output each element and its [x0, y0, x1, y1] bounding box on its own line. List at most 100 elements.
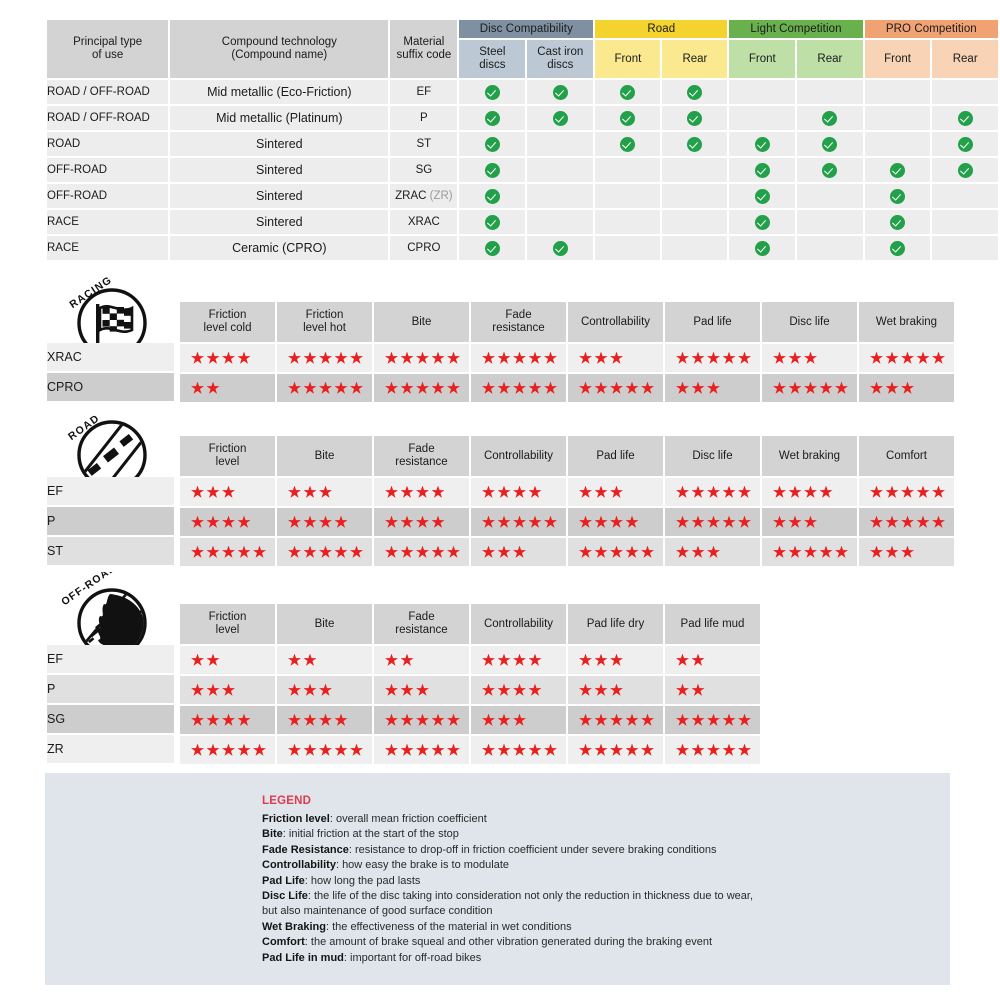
star-icon — [579, 683, 592, 696]
star-icon — [691, 515, 705, 528]
check-icon — [822, 110, 838, 126]
road-table-body — [180, 478, 954, 566]
star-icon — [350, 381, 363, 394]
star-icon — [707, 381, 720, 394]
star-icon — [594, 713, 608, 726]
check-icon — [822, 162, 838, 178]
star-rating — [859, 478, 954, 506]
star-icon — [579, 515, 592, 528]
star-icon — [513, 351, 526, 364]
cell-compound-technology: Mid metallic (Platinum) — [170, 106, 389, 130]
star-icon — [319, 351, 332, 364]
check-icon — [957, 110, 973, 126]
star-icon — [901, 381, 914, 394]
cell-rating-bite — [277, 478, 372, 506]
star-icon — [676, 485, 689, 498]
star-icon — [497, 545, 511, 558]
check-icon — [620, 110, 636, 126]
star-icon — [625, 713, 639, 726]
star-icon — [691, 485, 705, 498]
cell-rating-friction-level-cold — [180, 374, 275, 402]
star-icon — [804, 351, 817, 364]
row-label-zr: ZR — [47, 735, 174, 763]
star-icon — [385, 743, 398, 756]
cell-compatible-no — [595, 210, 661, 234]
cell-rating-pad-life-mud — [665, 646, 760, 674]
cell-rating-disc-life — [762, 374, 857, 402]
racing-badge: RACING — [58, 272, 158, 364]
star-icon — [206, 713, 220, 726]
row-label-ef: EF — [47, 477, 174, 505]
legend-list: Friction level: overall mean friction co… — [262, 812, 950, 966]
cell-compatible-no — [932, 236, 998, 260]
cell-compatible-yes — [459, 210, 526, 234]
cell-rating-bite — [374, 344, 469, 372]
star-rating — [277, 344, 372, 372]
cell-compatible-no — [729, 106, 796, 130]
cell-compatible-yes — [932, 106, 998, 130]
legend-item: Disc Life: the life of the disc taking i… — [262, 890, 754, 903]
star-icon — [416, 683, 429, 696]
column-header-bite: Bite — [277, 436, 372, 476]
star-rating — [180, 676, 275, 704]
star-rating — [180, 538, 275, 566]
cell-principal-type: OFF-ROAD — [47, 158, 169, 182]
star-rating — [859, 344, 954, 372]
row-label-xrac: XRAC — [47, 343, 174, 371]
column-header-friction-level-cold: Friction level cold — [180, 302, 275, 342]
star-icon — [288, 683, 301, 696]
star-icon — [288, 351, 301, 364]
row-label: P — [47, 507, 174, 535]
cell-compatible-yes — [797, 132, 863, 156]
star-icon — [707, 515, 720, 528]
cell-material-suffix-code: CPRO — [390, 236, 458, 260]
star-icon — [528, 485, 542, 498]
star-icon — [303, 515, 317, 528]
cell-compound-technology: Sintered — [170, 184, 389, 208]
star-icon — [303, 743, 317, 756]
racing-header-row: Friction level cold Friction level hot Bite F… — [180, 302, 954, 342]
star-icon — [901, 351, 914, 364]
star-rating — [471, 538, 566, 566]
star-icon — [691, 713, 705, 726]
row-label-p: P — [47, 675, 174, 703]
star-icon — [885, 545, 899, 558]
star-rating — [471, 478, 566, 506]
check-icon — [890, 188, 906, 204]
star-icon — [870, 515, 883, 528]
star-icon — [528, 743, 542, 756]
star-rating — [471, 736, 566, 764]
star-rating — [374, 676, 469, 704]
star-icon — [788, 351, 802, 364]
sub-header-0-steel-discs: Steel discs — [459, 40, 526, 78]
check-icon — [552, 84, 568, 100]
check-icon — [687, 110, 703, 126]
offroad-table-body — [180, 646, 760, 764]
cell-rating-pad-life-mud — [665, 736, 760, 764]
star-icon — [385, 515, 398, 528]
star-icon — [773, 545, 786, 558]
star-icon — [222, 683, 235, 696]
star-icon — [513, 545, 526, 558]
star-icon — [334, 743, 348, 756]
star-rating — [665, 508, 760, 536]
star-icon — [222, 485, 235, 498]
check-icon — [484, 110, 500, 126]
star-icon — [334, 351, 348, 364]
column-header-controllability: Controllability — [471, 604, 566, 644]
star-icon — [206, 351, 220, 364]
star-icon — [610, 713, 623, 726]
mud-splash-icon: OFF-ROAD — [59, 572, 147, 658]
star-icon — [528, 351, 542, 364]
star-icon — [544, 515, 557, 528]
star-rating — [568, 374, 663, 402]
cell-compatible-yes — [797, 158, 863, 182]
cell-rating-pad-life — [665, 344, 760, 372]
star-icon — [191, 743, 204, 756]
star-rating — [471, 646, 566, 674]
cell-rating-friction-level — [180, 538, 275, 566]
star-icon — [222, 713, 235, 726]
star-icon — [676, 653, 689, 666]
star-rating — [762, 344, 857, 372]
cell-rating-wet-braking — [859, 374, 954, 402]
